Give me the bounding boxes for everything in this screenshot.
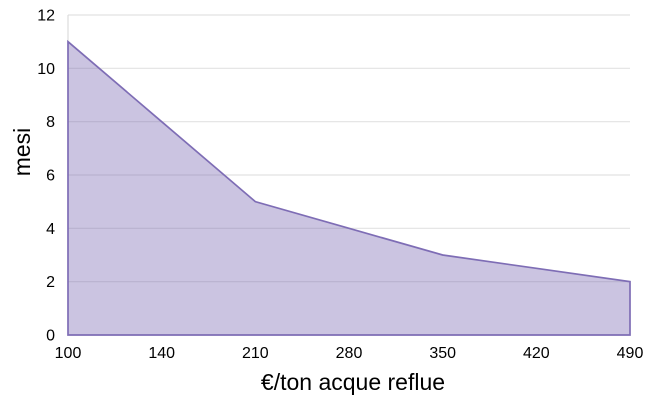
x-tick-label: 420	[523, 345, 550, 362]
y-tick-label: 10	[37, 61, 55, 78]
y-tick-label: 0	[46, 328, 55, 345]
y-tick-label: 2	[46, 274, 55, 291]
plot-area: 0 2 4 6 8 10 12 100 140 210 280 350 420 490	[37, 8, 643, 363]
x-tick-label: 100	[55, 345, 82, 362]
area-series	[67, 39, 631, 336]
x-tick-label: 490	[617, 345, 644, 362]
y-tick-label: 8	[46, 114, 55, 131]
y-tick-label: 12	[37, 8, 55, 25]
y-tick-label: 4	[46, 221, 55, 238]
y-tick-label: 6	[46, 168, 55, 185]
x-axis-title: €/ton acque reflue	[261, 369, 445, 395]
x-tick-label: 350	[429, 345, 456, 362]
y-axis-title: mesi	[9, 128, 35, 177]
x-tick-label: 280	[336, 345, 363, 362]
x-tick-label: 210	[242, 345, 269, 362]
x-tick-label: 140	[148, 345, 175, 362]
